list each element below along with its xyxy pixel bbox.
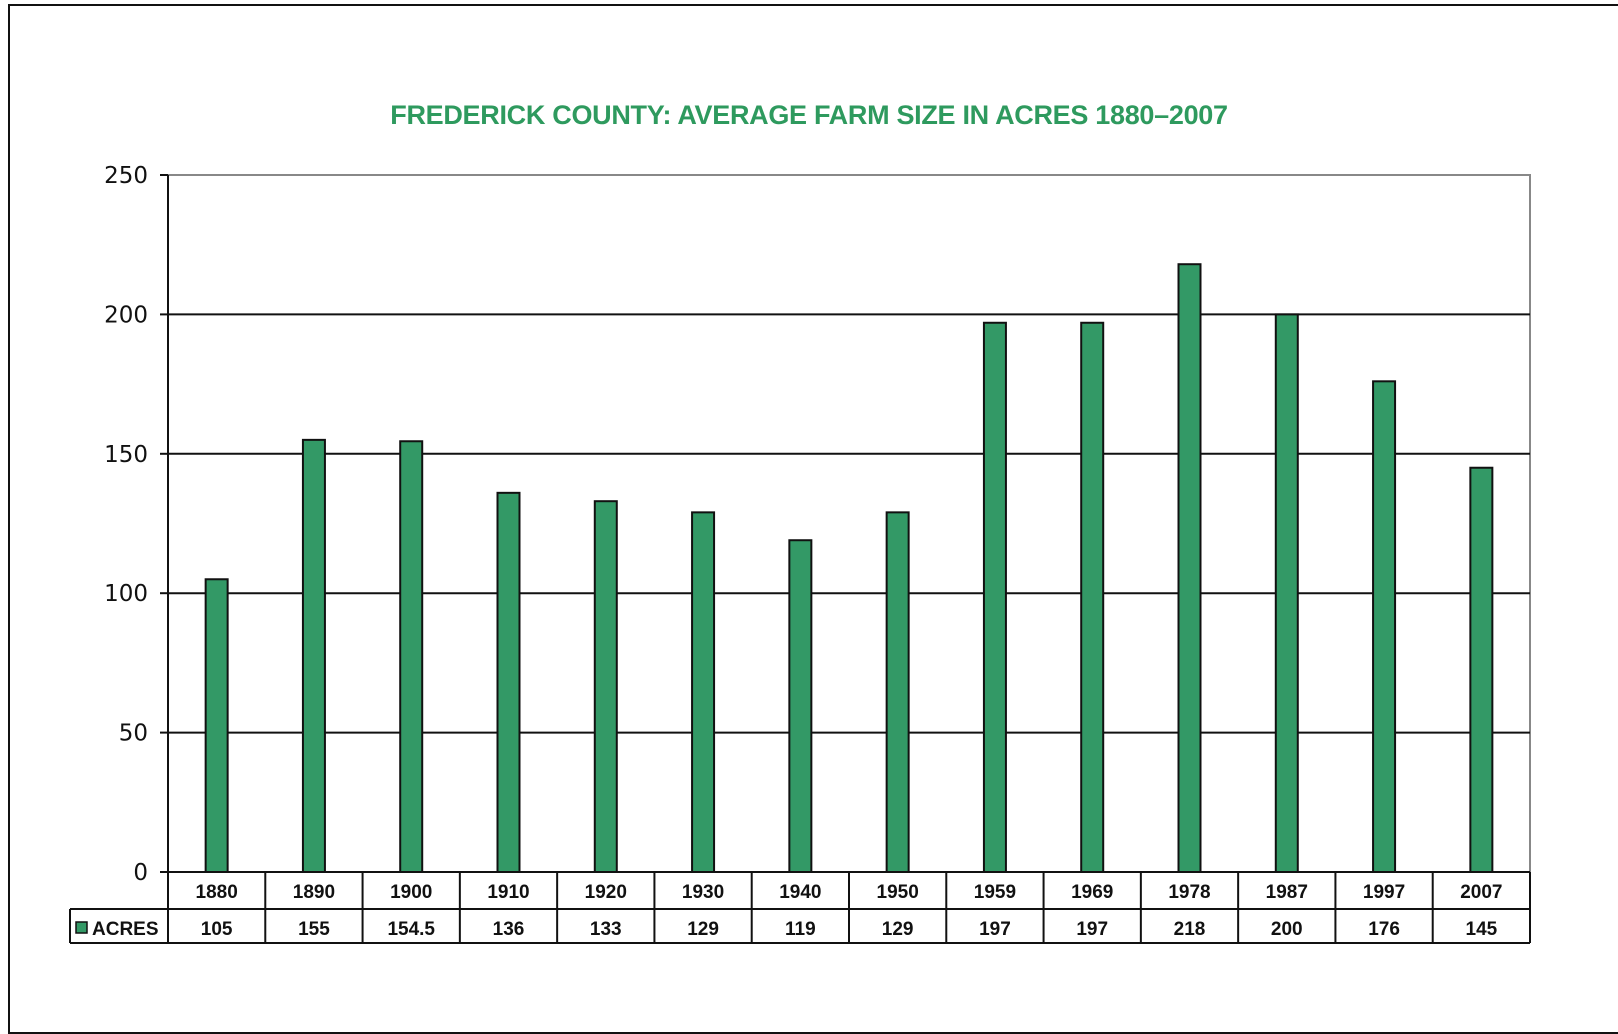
data-label: 176 (1368, 919, 1400, 940)
data-label: 218 (1174, 919, 1206, 940)
x-tick-label: 2007 (1460, 882, 1502, 903)
bar (1372, 380, 1397, 873)
x-tick-label: 1920 (585, 882, 627, 903)
data-label: 119 (785, 919, 816, 940)
x-tick-label: 1940 (779, 882, 821, 903)
x-tick-label: 1978 (1168, 882, 1210, 903)
x-tick-label: 1910 (487, 882, 529, 903)
bar (593, 500, 618, 873)
bar (301, 438, 326, 873)
bar (204, 578, 229, 873)
data-label: 154.5 (387, 919, 435, 940)
bar (1469, 466, 1494, 873)
bar (885, 511, 910, 874)
y-tick-label: 100 (104, 581, 148, 607)
bar (1177, 263, 1202, 873)
bar (691, 511, 716, 874)
data-label: 145 (1466, 919, 1498, 940)
data-label: 105 (201, 919, 233, 940)
bar (399, 440, 424, 873)
x-tick-label: 1930 (682, 882, 724, 903)
y-tick-label: 0 (133, 860, 148, 886)
data-label: 155 (298, 919, 330, 940)
data-label: 129 (882, 919, 914, 940)
data-label: 197 (979, 919, 1011, 940)
x-tick-label: 1959 (974, 882, 1016, 903)
y-tick-label: 200 (104, 302, 148, 328)
x-tick-label: 1880 (196, 882, 238, 903)
x-tick-label: 1890 (293, 882, 335, 903)
x-tick-label: 1950 (877, 882, 919, 903)
y-tick-label: 150 (104, 442, 148, 468)
data-label: 129 (687, 919, 719, 940)
x-tick-label: 1997 (1363, 882, 1405, 903)
chart-title: FREDERICK COUNTY: AVERAGE FARM SIZE IN A… (390, 100, 1228, 130)
plot-area-border (167, 174, 1531, 873)
data-label: 197 (1076, 919, 1108, 940)
y-tick-label: 50 (119, 721, 148, 747)
y-tick-label: 250 (104, 163, 148, 189)
bar (496, 491, 521, 873)
data-label: 200 (1271, 919, 1303, 940)
x-tick-label: 1987 (1266, 882, 1308, 903)
data-label: 136 (493, 919, 525, 940)
legend-label: ACRES (92, 919, 159, 940)
legend-swatch (75, 921, 88, 934)
bar (788, 539, 813, 874)
x-tick-label: 1969 (1071, 882, 1113, 903)
bar (1274, 313, 1299, 873)
data-label: 133 (590, 919, 622, 940)
bar (982, 321, 1007, 874)
bar (1080, 321, 1105, 874)
x-tick-label: 1900 (390, 882, 432, 903)
